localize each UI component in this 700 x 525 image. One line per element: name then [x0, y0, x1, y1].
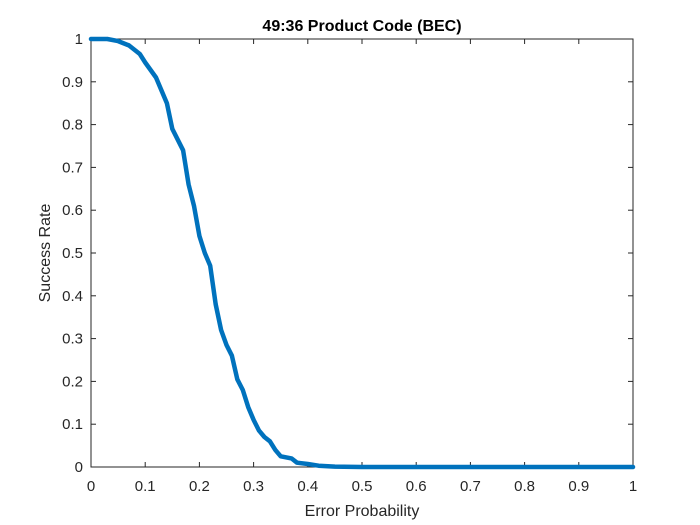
x-tick-label: 0.1: [135, 478, 156, 495]
success-rate-line: [88, 36, 636, 470]
x-tick-label: 0.7: [460, 478, 481, 495]
x-tick-label: 0.5: [352, 478, 373, 495]
y-tick-label: 0.1: [62, 416, 83, 433]
y-tick-label: 0.5: [62, 245, 83, 262]
x-tick-label: 0.2: [189, 478, 210, 495]
y-axis-ticks: 0 0.1 0.2 0.3 0.4 0.5 0.6 0.7 0.8 0.9 1: [62, 31, 633, 476]
y-tick-label: 0: [75, 459, 83, 476]
chart-title: 49:36 Product Code (BEC): [262, 18, 461, 35]
y-tick-label: 0.2: [62, 373, 83, 390]
x-tick-label: 0: [87, 478, 95, 495]
x-tick-label: 0.9: [568, 478, 589, 495]
y-tick-label: 0.7: [62, 159, 83, 176]
x-axis-label: Error Probability: [305, 503, 420, 520]
y-tick-label: 1: [75, 31, 83, 48]
x-tick-label: 0.8: [514, 478, 535, 495]
plot-area: [90, 38, 634, 468]
x-tick-label: 0.3: [243, 478, 264, 495]
y-tick-label: 0.8: [62, 117, 83, 134]
x-tick-label: 0.6: [406, 478, 427, 495]
x-tick-label: 1: [629, 478, 637, 495]
y-tick-label: 0.6: [62, 202, 83, 219]
x-axis-ticks: 0 0.1 0.2 0.3 0.4 0.5 0.6 0.7 0.8 0.9 1: [87, 39, 637, 495]
x-tick-label: 0.4: [297, 478, 318, 495]
y-tick-label: 0.4: [62, 288, 83, 305]
y-axis-label: Success Rate: [37, 204, 54, 303]
y-tick-label: 0.9: [62, 74, 83, 91]
y-tick-label: 0.3: [62, 331, 83, 348]
